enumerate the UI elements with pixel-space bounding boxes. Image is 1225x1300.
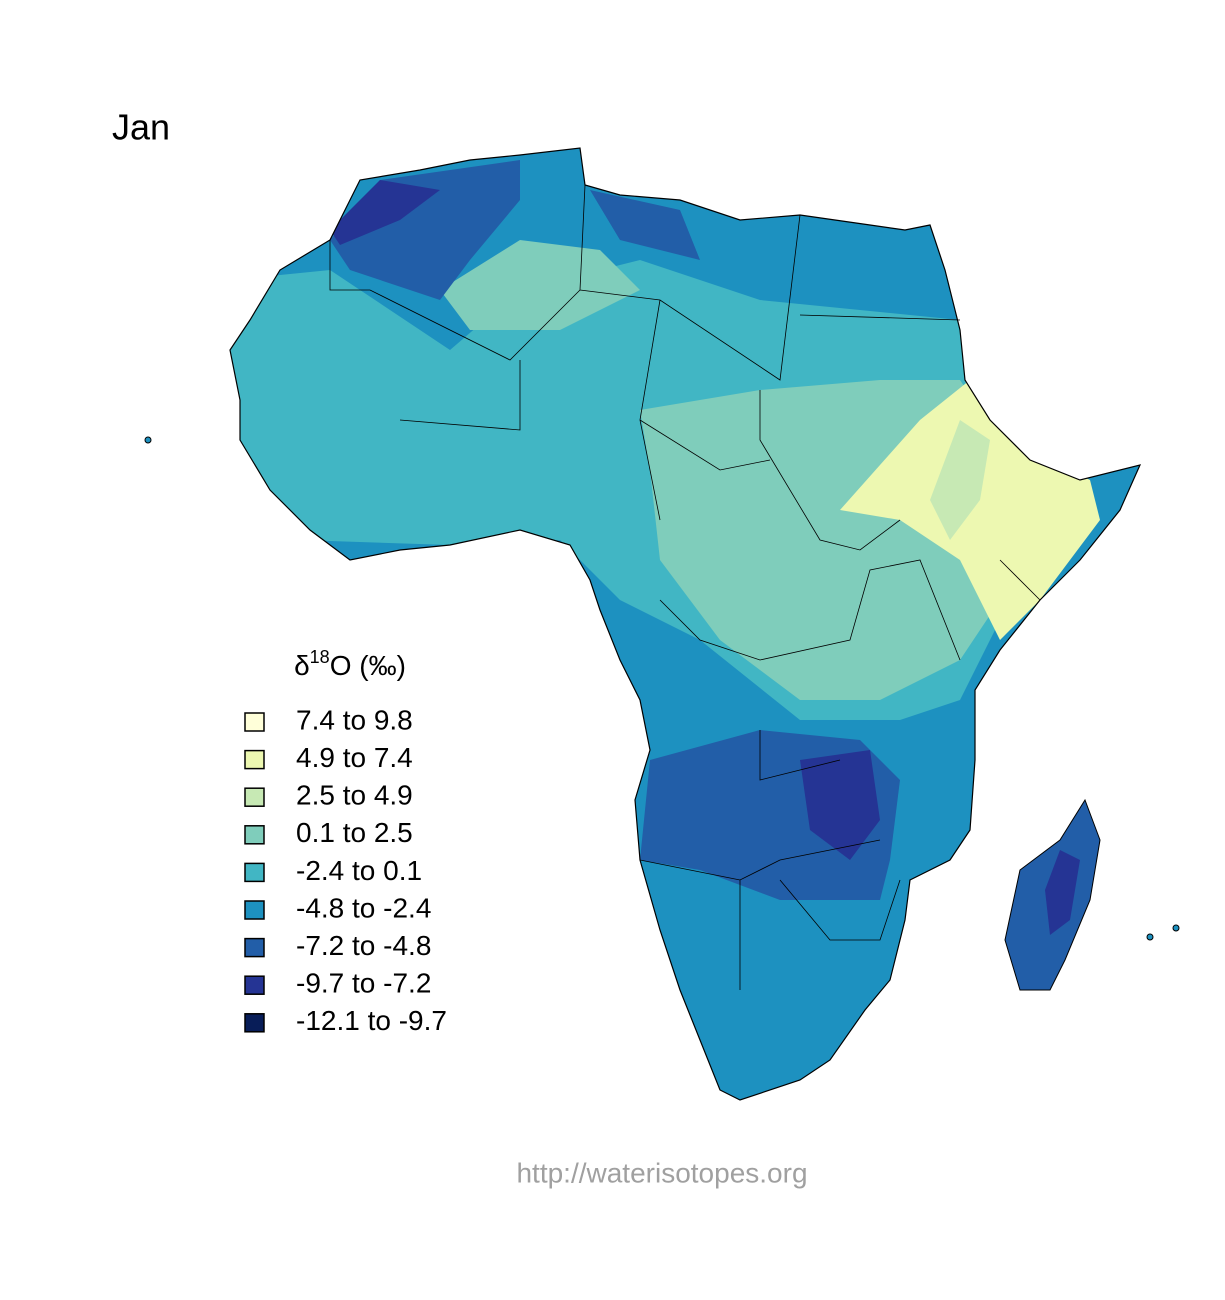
legend-title-rest: O (‰) (330, 650, 406, 681)
legend-swatch (244, 1013, 265, 1033)
madagascar-highland (1045, 850, 1080, 935)
legend-title-superscript: 18 (310, 647, 330, 667)
legend-swatch (244, 862, 265, 883)
footer-url: http://waterisotopes.org (516, 1157, 807, 1188)
legend-label: 0.1 to 2.5 (296, 817, 413, 848)
legend-label: -2.4 to 0.1 (296, 855, 422, 886)
legend-swatch (244, 749, 265, 770)
africa-map (144, 147, 1180, 1101)
island (1172, 924, 1180, 932)
legend-label: -7.2 to -4.8 (296, 930, 431, 961)
coastline (229, 147, 1142, 1101)
legend-title: δ18O (‰) (294, 647, 406, 682)
map-title: Jan (112, 107, 170, 148)
legend-swatch (244, 937, 265, 958)
legend-label: 7.4 to 9.8 (296, 704, 413, 735)
legend-swatch (244, 825, 265, 845)
legend: 7.4 to 9.8 4.9 to 7.4 2.5 to 4.9 0.1 to 2.5… (244, 704, 447, 1036)
legend-swatch (244, 712, 265, 732)
zone (330, 180, 880, 860)
country-borders (329, 184, 1041, 990)
island (1146, 933, 1154, 941)
legend-swatch (244, 975, 265, 995)
island (144, 436, 152, 444)
legend-label: -12.1 to -9.7 (296, 1005, 447, 1036)
legend-label: 2.5 to 4.9 (296, 780, 413, 811)
legend-swatch (244, 900, 265, 920)
zone (930, 420, 990, 540)
legend-label: -9.7 to -7.2 (296, 968, 431, 999)
legend-label: 4.9 to 7.4 (296, 742, 413, 773)
legend-swatch (244, 787, 265, 807)
legend-title-symbol: δ (294, 650, 310, 681)
legend-label: -4.8 to -2.4 (296, 892, 431, 923)
